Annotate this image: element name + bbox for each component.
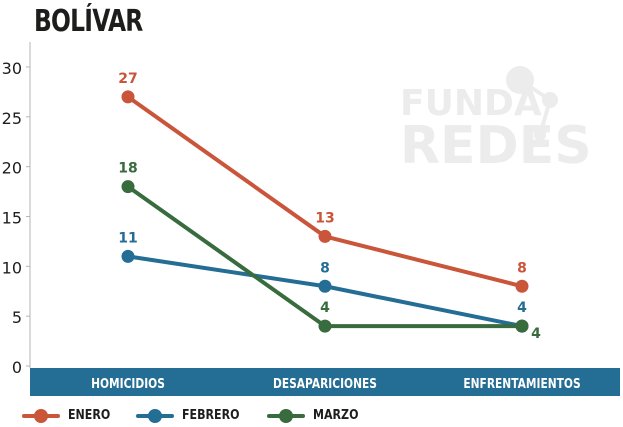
data-point-febrero [121,249,135,263]
data-label-marzo: 4 [320,300,330,316]
molecule-icon [506,66,534,94]
y-tick-label: 30 [2,59,22,78]
data-point-enero [515,279,529,293]
data-label-febrero: 4 [517,300,527,316]
chart-title: BOLÍVAR [34,4,143,39]
legend: ENERO FEBRERO MARZO [22,408,367,423]
data-point-marzo [515,319,529,333]
data-point-enero [121,90,135,104]
legend-swatch-icon [267,408,306,423]
x-tick-label: DESAPARICIONES [273,376,377,391]
data-label-enero: 27 [118,71,137,87]
data-point-enero [318,229,332,243]
legend-item-febrero: FEBRERO [135,408,250,423]
x-tick-label: ENFRENTAMIENTOS [463,376,580,391]
data-label-marzo: 18 [118,161,137,177]
data-point-marzo [121,180,135,194]
category-band [30,368,620,396]
watermark-line1: FUNDA [400,83,542,124]
y-tick-label: 20 [2,159,22,178]
data-label-enero: 8 [517,260,527,276]
data-label-enero: 13 [315,210,334,226]
y-tick-label: 0 [12,358,22,377]
legend-item-marzo: MARZO [267,408,367,423]
legend-label: ENERO [68,408,111,423]
legend-label: FEBRERO [181,408,240,423]
data-label-marzo: 4 [531,326,541,342]
y-axis: 0 5 10 15 20 25 30 [2,59,30,377]
data-point-marzo [318,319,332,333]
data-point-febrero [318,279,332,293]
y-tick-label: 25 [2,109,22,128]
y-tick-label: 5 [12,308,22,327]
legend-item-enero: ENERO [22,408,118,423]
watermark-line2: REDES [400,116,592,176]
y-tick-label: 10 [2,258,22,277]
watermark-logo: FUNDA REDES [400,66,592,176]
y-tick-label: 15 [2,209,22,228]
data-label-febrero: 11 [118,230,137,246]
data-label-febrero: 8 [320,260,330,276]
x-axis: HOMICIDIOS DESAPARICIONES ENFRENTAMIENTOS [91,376,581,391]
legend-swatch-icon [22,408,60,423]
legend-label: MARZO [313,408,359,423]
series-points [121,90,529,333]
x-tick-label: HOMICIDIOS [91,376,165,391]
legend-swatch-icon [135,408,174,423]
